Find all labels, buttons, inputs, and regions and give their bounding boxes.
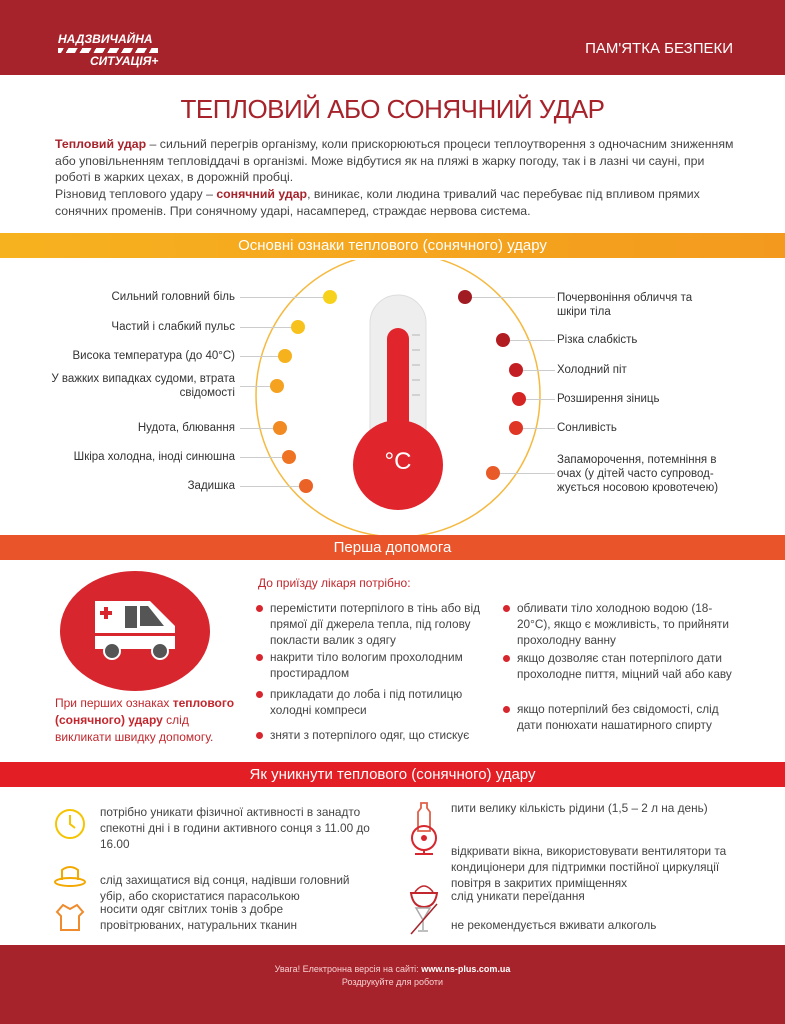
symptom-right: Сонливість — [557, 422, 617, 434]
thermometer-icon — [353, 294, 443, 510]
prevention-item: потрібно уникати фізичної активності в з… — [100, 805, 370, 851]
connector-line — [240, 428, 280, 429]
header — [0, 0, 785, 75]
symptom-dot — [270, 379, 284, 393]
connector-line — [240, 386, 277, 387]
first-aid-item: перемістити потерпілого в тінь або від п… — [270, 601, 480, 647]
connector-line — [240, 297, 330, 298]
symptom-right: Почервоніння обличчя та шкіри тіла — [557, 292, 693, 318]
footer-line-2: Роздрукуйте для роботи — [341, 977, 444, 987]
symptom-dot — [299, 479, 313, 493]
intro-paragraph-2: Різновид теплового удару – сонячний удар… — [55, 187, 700, 218]
symptom-dot — [458, 290, 472, 304]
first-aid-item: якщо дозволяє стан потерпілого дати прох… — [517, 651, 732, 681]
footer-line-1: Увага! Електронна версія на сайті: www.n… — [274, 964, 511, 974]
symptom-right: Холодний піт — [557, 364, 627, 376]
symptom-left: Нудота, блювання — [137, 422, 235, 434]
symptom-dot — [486, 466, 500, 480]
first-aid-subheading: До приїзду лікаря потрібно: — [258, 576, 411, 590]
first-aid-item: якщо потерпілий без свідомості, слід дат… — [517, 702, 719, 732]
page-title: ТЕПЛОВИЙ АБО СОНЯЧНИЙ УДАР — [180, 94, 605, 124]
prevention-item: слід уникати переїдання — [451, 889, 585, 903]
symptom-dot — [282, 450, 296, 464]
symptom-right: Різка слабкість — [557, 334, 638, 346]
intro-paragraph-1: Тепловий удар – сильний перегрів організ… — [55, 137, 734, 184]
symptom-ring — [255, 260, 541, 535]
symptoms-diagram — [255, 260, 541, 535]
symptom-dot — [509, 363, 523, 377]
symptom-dot — [278, 349, 292, 363]
connector-line — [493, 473, 555, 474]
first-aid-item: прикладати до лоба і під потилицю холодн… — [270, 687, 463, 717]
bottle-icon — [417, 802, 431, 832]
symptom-left: Висока температура (до 40°С) — [72, 350, 235, 362]
clock-icon — [55, 809, 85, 839]
prevention-item: відкривати вікна, використовувати вентил… — [451, 844, 727, 890]
symptom-dot — [496, 333, 510, 347]
symptom-left: У важких випадках судоми, втрата свідомо… — [51, 373, 235, 399]
first-aid-item: зняти з потерпілого одяг, що стискує — [270, 728, 470, 742]
bullet — [256, 654, 263, 661]
ambulance-icon — [95, 601, 175, 660]
header-label: ПАМ'ЯТКА БЕЗПЕКИ — [585, 40, 733, 57]
prevention-item: носити одяг світлих тонів з добре провіт… — [100, 902, 298, 932]
ambulance-circle — [60, 571, 210, 691]
symptom-left: Задишка — [187, 480, 235, 492]
symptom-left: Сильний головний біль — [111, 291, 236, 303]
footer: Увага! Електронна версія на сайті: www.n… — [0, 945, 785, 1024]
bullet — [256, 732, 263, 739]
logo-text-2: СИТУАЦІЯ+ — [90, 54, 159, 68]
connector-line — [240, 486, 306, 487]
connector-line — [516, 428, 555, 429]
prevention-item: пити велику кількість рідини (1,5 – 2 л … — [451, 801, 708, 815]
connector-line — [240, 356, 285, 357]
connector-line — [516, 370, 555, 371]
prevention-item: слід захищатися від сонця, надівши голов… — [100, 873, 350, 903]
call-ambulance-note: При перших ознаках теплового (сонячного)… — [55, 696, 235, 744]
symptom-dot — [273, 421, 287, 435]
connector-line — [465, 297, 555, 298]
bullet — [503, 706, 510, 713]
first-aid-heading: Перша допомога — [0, 535, 785, 560]
logo-text-1: НАДЗВИЧАЙНА — [58, 32, 153, 46]
food-bowl-icon — [409, 885, 439, 909]
connector-line — [519, 399, 555, 400]
symptom-dot — [291, 320, 305, 334]
bullet — [256, 691, 263, 698]
first-aid-item: обливати тіло холодною водою (18-20°С), … — [517, 601, 730, 647]
prevention-heading: Як уникнути теплового (сонячного) удару — [0, 762, 785, 787]
symptom-dot — [512, 392, 526, 406]
symptom-right: Запаморочення, потемніння в очах (у діте… — [557, 454, 719, 494]
hat-icon — [54, 866, 86, 887]
bullet — [503, 605, 510, 612]
logo-stripe — [58, 48, 158, 53]
symptom-dot — [509, 421, 523, 435]
logo: НАДЗВИЧАЙНА СИТУАЦІЯ+ — [58, 33, 158, 68]
symptom-left: Частий і слабкий пульс — [111, 321, 235, 333]
connector-line — [240, 457, 289, 458]
bullet — [503, 655, 510, 662]
no-alcohol-icon — [410, 903, 438, 935]
symptom-left: Шкіра холодна, іноді синюшна — [73, 451, 235, 463]
connector-line — [503, 340, 555, 341]
symptom-right: Розширення зіниць — [557, 393, 660, 405]
shirt-icon — [55, 903, 85, 931]
connector-line — [240, 327, 298, 328]
symptom-dot — [323, 290, 337, 304]
site-link[interactable]: www.ns-plus.com.ua — [421, 964, 511, 974]
fan-icon — [411, 825, 437, 855]
celsius-label: °C — [384, 448, 412, 475]
prevention-item: не рекомендується вживати алкоголь — [451, 918, 657, 932]
bullet — [256, 605, 263, 612]
signs-heading: Основні ознаки теплового (сонячного) уда… — [0, 233, 785, 258]
first-aid-item: накрити тіло вологим прохолодним простир… — [270, 650, 463, 680]
